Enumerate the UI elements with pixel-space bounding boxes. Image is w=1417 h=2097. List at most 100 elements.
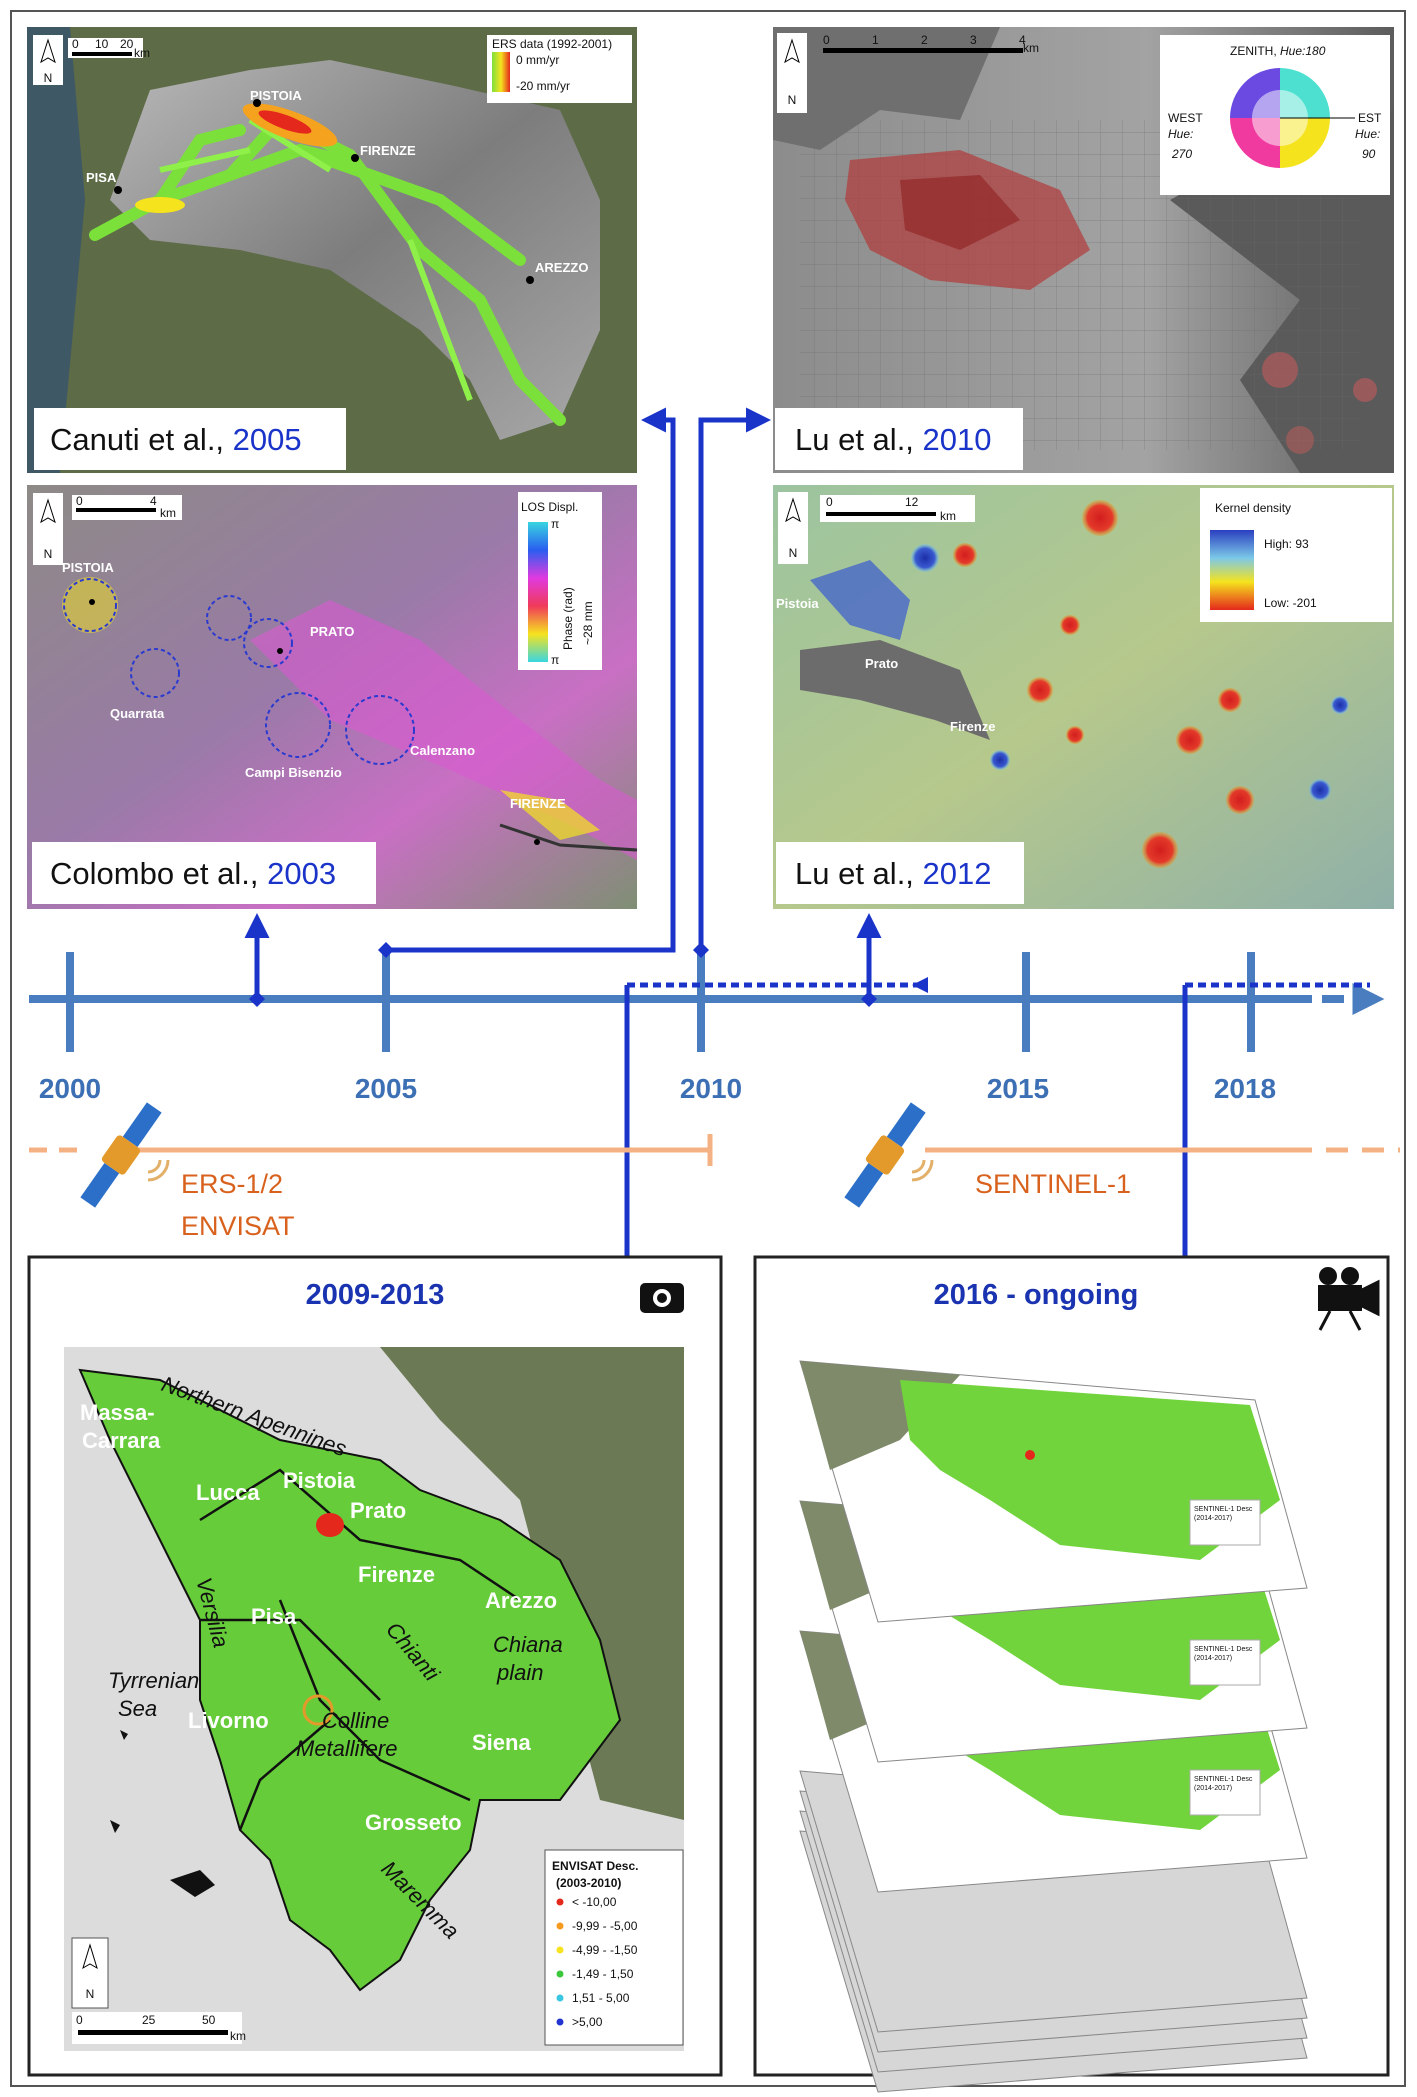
label: 20	[120, 37, 134, 51]
colombo-map-part	[89, 599, 95, 605]
lu2010-map-part	[773, 27, 1000, 150]
lu2010-map	[773, 27, 1394, 473]
kernel-hotspots	[911, 500, 1349, 868]
label: 90	[1362, 147, 1376, 161]
label: Pisa	[251, 1604, 297, 1629]
label: N	[44, 547, 53, 561]
label: EST	[1358, 111, 1382, 125]
colombo-map-part	[62, 577, 118, 633]
label: km	[134, 46, 150, 60]
satellite-icon-part	[844, 1102, 926, 1208]
satellite-icon-part-part	[122, 1102, 162, 1148]
label: High: 93	[1264, 537, 1309, 551]
label: 2010	[680, 1073, 742, 1104]
label: Hue:180	[1280, 44, 1326, 58]
kernel-hotspots-part	[1218, 688, 1242, 712]
canuti-map-part	[27, 27, 85, 473]
lu2012-map	[773, 485, 1394, 909]
kernel-hotspots-part	[1176, 726, 1204, 754]
label: 0	[826, 495, 833, 509]
label: 50	[202, 2013, 216, 2027]
lu2010-map-part	[1262, 352, 1298, 388]
envisat-panel-part-part	[556, 1994, 564, 2002]
label: SENTINEL-1	[975, 1169, 1131, 1199]
label: N	[789, 546, 798, 560]
label: Chiana	[493, 1632, 563, 1657]
label: 2015	[987, 1073, 1049, 1104]
lu2012-map-part	[810, 560, 910, 640]
envisat-panel-part	[657, 1293, 667, 1303]
label: Prato	[350, 1498, 406, 1523]
label: 2012	[923, 856, 992, 891]
canuti-map	[27, 27, 637, 473]
label: ERS-1/2	[181, 1169, 283, 1199]
envisat-panel-part-part	[556, 1898, 564, 1906]
label: plain	[496, 1660, 543, 1685]
label: ERS data (1992-2001)	[492, 37, 612, 51]
lu2010-map-part	[784, 38, 800, 64]
kernel-hotspots-part	[911, 544, 939, 572]
envisat-panel-part	[78, 1368, 622, 1992]
canuti-map-part	[351, 154, 359, 162]
canuti-map-part	[492, 52, 510, 92]
label: Colline	[322, 1708, 389, 1733]
colombo-map-part	[500, 790, 600, 840]
sentinel-panel: SENTINEL-1 Desc(2014-2017)SENTINEL-1 Des…	[753, 1255, 1390, 2093]
label: Lu et al.,	[795, 856, 914, 891]
citation: Lu et al., 2012	[795, 856, 992, 891]
citation-box	[775, 408, 1023, 470]
kernel-hotspots-part	[1082, 500, 1118, 536]
label: Canuti et al.,	[50, 422, 224, 457]
satellite-icon-part-part	[865, 1135, 905, 1175]
label: 0	[823, 33, 830, 47]
citation-box	[776, 842, 1024, 904]
kernel-hotspots-part	[1060, 615, 1080, 635]
sentinel-layer-part	[1025, 1450, 1035, 1460]
envisat-panel-part	[199, 1468, 521, 1831]
citation: Canuti et al., 2005	[50, 422, 302, 457]
label: Firenze	[358, 1562, 435, 1587]
sentinel-layer-part	[1189, 1499, 1261, 1546]
colombo-map-part	[33, 493, 63, 565]
sentinel-panel-part	[1318, 1285, 1362, 1311]
label: Pistoia	[776, 596, 819, 611]
colombo-map-part	[528, 522, 548, 662]
label: 270	[1171, 147, 1192, 161]
label: N	[788, 93, 797, 107]
label: Phase (rad)	[561, 587, 575, 650]
lu2010-map-part	[823, 48, 1023, 53]
canuti-labels: N 0 10 20 km ERS data (1992-2001) 0 mm/y…	[34, 37, 612, 470]
lu2012-map-part	[826, 512, 936, 516]
envisat-panel-part	[316, 1513, 344, 1537]
label: N	[86, 1987, 95, 2001]
label: Massa-	[80, 1400, 155, 1425]
citation-box	[32, 842, 376, 904]
label: Siena	[472, 1730, 531, 1755]
envisat-panel-part-part	[556, 1946, 564, 1954]
lu2010-map-part	[1353, 378, 1377, 402]
label: 4	[1019, 33, 1026, 47]
label: 0	[76, 2013, 83, 2027]
wheel-zenith: ZENITH, Hue:180	[1230, 44, 1326, 58]
lu2012-map-part	[1210, 530, 1254, 610]
label: (2014-2017)	[1194, 1655, 1232, 1662]
label: 2	[921, 33, 928, 47]
connector-arrows-part	[698, 407, 771, 950]
label: Hue:	[1355, 127, 1380, 141]
colombo-map-part-part	[63, 578, 117, 632]
label: Sea	[118, 1696, 157, 1721]
label: Firenze	[950, 719, 996, 734]
lu2010-map-part	[900, 175, 1020, 250]
label: 2005	[233, 422, 302, 457]
sentinel-layer-part	[900, 1380, 1280, 1560]
colombo-map	[27, 485, 638, 909]
colombo-map-part	[40, 498, 56, 524]
colombo-map-part	[534, 839, 540, 845]
label: -4,99 - -1,50	[572, 1943, 638, 1957]
satellite-icon-part-part	[80, 1162, 120, 1208]
label: Colombo et al.,	[50, 856, 259, 891]
label: SENTINEL-1 Desc	[1194, 1776, 1253, 1783]
satellite-icon-part	[147, 1159, 170, 1182]
label: 2003	[267, 856, 336, 891]
